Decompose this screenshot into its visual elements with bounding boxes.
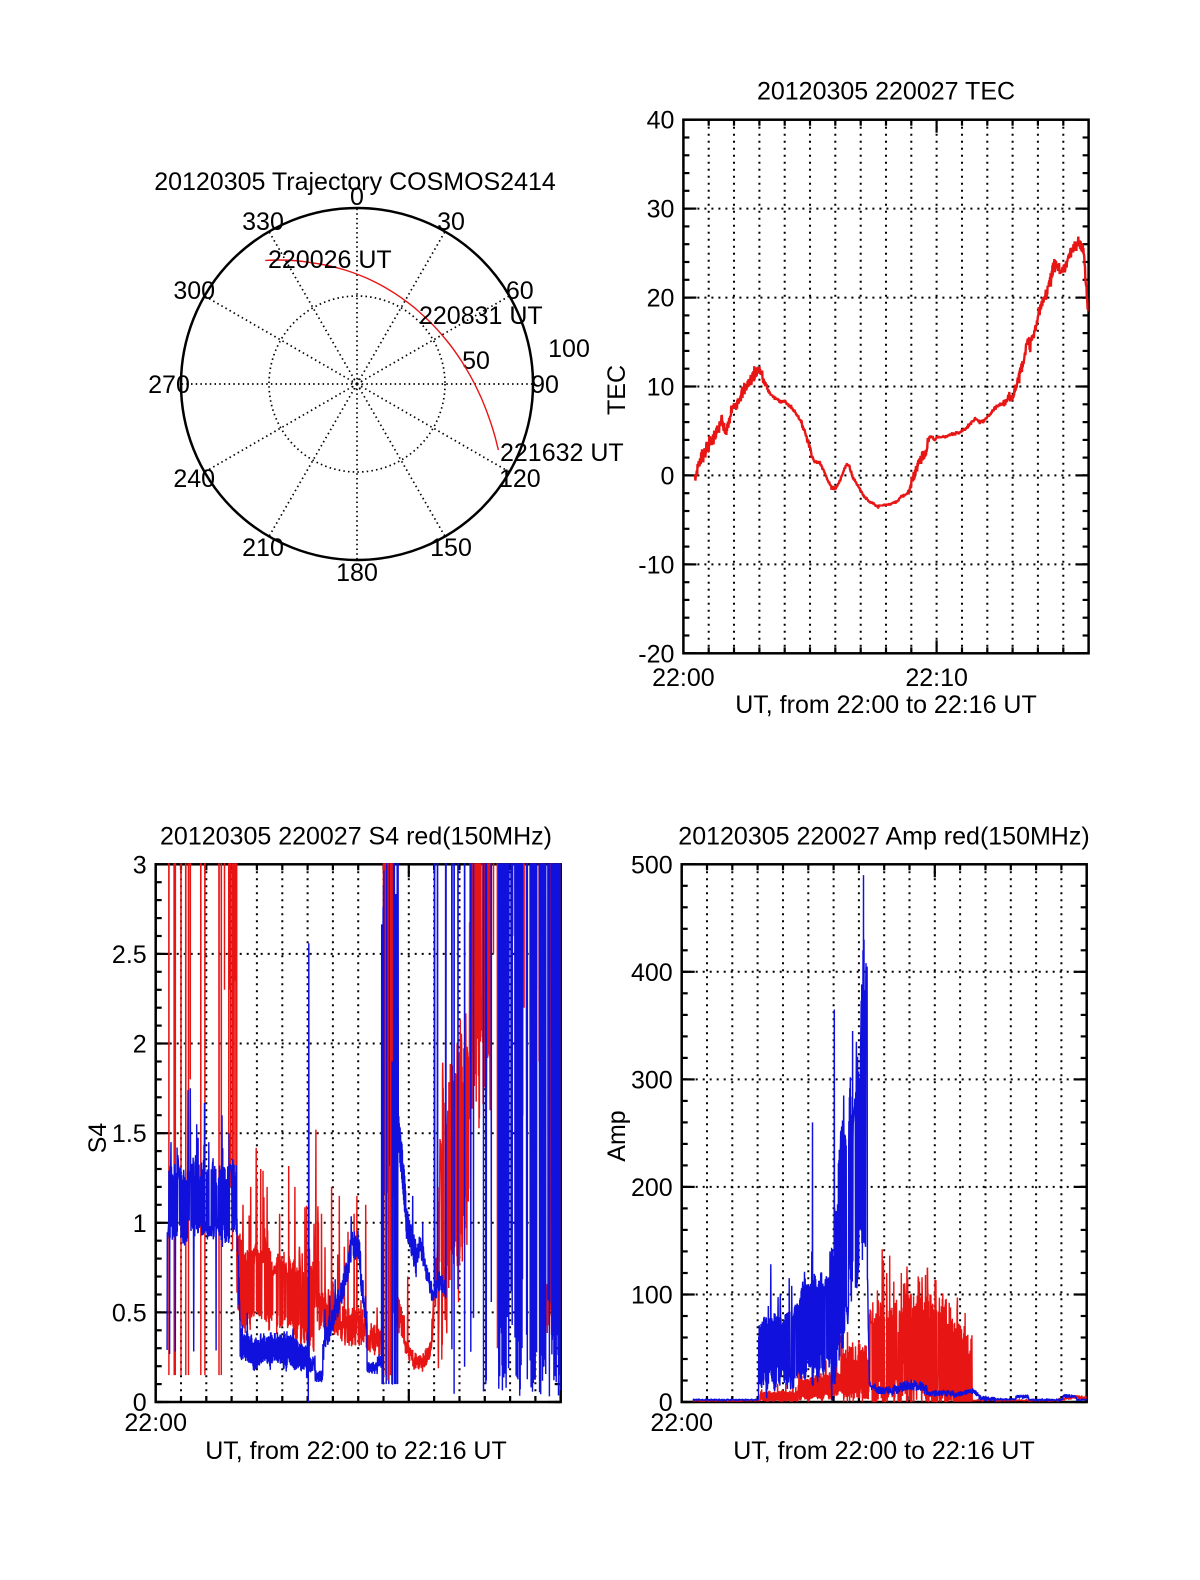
- svg-text:2.5: 2.5: [112, 941, 147, 969]
- svg-text:20: 20: [647, 285, 675, 313]
- svg-text:-10: -10: [638, 551, 674, 579]
- svg-text:22:10: 22:10: [905, 664, 968, 692]
- svg-text:0: 0: [659, 1389, 673, 1417]
- svg-text:300: 300: [173, 277, 215, 305]
- svg-text:60: 60: [506, 277, 534, 305]
- svg-text:40: 40: [647, 107, 675, 135]
- svg-text:220026 UT: 220026 UT: [268, 246, 392, 274]
- svg-text:1: 1: [133, 1210, 147, 1238]
- svg-text:22:00: 22:00: [124, 1409, 187, 1437]
- svg-text:300: 300: [631, 1066, 673, 1094]
- svg-text:3: 3: [133, 851, 147, 879]
- svg-text:30: 30: [647, 196, 675, 224]
- svg-text:20120305 220027 Amp red(150MHz: 20120305 220027 Amp red(150MHz): [678, 822, 1089, 850]
- svg-text:20120305 220027 S4 red(150MHz): 20120305 220027 S4 red(150MHz): [160, 822, 552, 850]
- svg-text:220831 UT: 220831 UT: [419, 302, 543, 330]
- svg-text:0: 0: [133, 1389, 147, 1417]
- svg-text:UT, from 22:00 to 22:16 UT: UT, from 22:00 to 22:16 UT: [733, 1437, 1035, 1465]
- svg-text:0: 0: [660, 462, 674, 490]
- svg-text:20120305 220027 TEC: 20120305 220027 TEC: [757, 78, 1015, 106]
- svg-text:500: 500: [631, 851, 673, 879]
- svg-text:150: 150: [430, 534, 472, 562]
- svg-text:0: 0: [350, 183, 364, 211]
- svg-text:120: 120: [499, 465, 541, 493]
- svg-text:TEC: TEC: [603, 365, 631, 415]
- svg-text:22:00: 22:00: [650, 1409, 713, 1437]
- svg-text:221632 UT: 221632 UT: [500, 439, 624, 467]
- svg-text:0.5: 0.5: [112, 1299, 147, 1327]
- svg-text:20120305 Trajectory COSMOS2414: 20120305 Trajectory COSMOS2414: [154, 168, 556, 196]
- svg-text:50: 50: [462, 347, 490, 375]
- svg-text:10: 10: [647, 374, 675, 402]
- svg-text:400: 400: [631, 959, 673, 987]
- svg-text:210: 210: [242, 534, 284, 562]
- svg-text:90: 90: [531, 371, 559, 399]
- svg-text:270: 270: [148, 371, 190, 399]
- svg-text:100: 100: [631, 1282, 673, 1310]
- svg-text:30: 30: [437, 208, 465, 236]
- svg-text:UT, from 22:00 to 22:16 UT: UT, from 22:00 to 22:16 UT: [735, 691, 1037, 719]
- svg-text:-20: -20: [638, 640, 674, 668]
- svg-text:Amp: Amp: [603, 1110, 631, 1161]
- svg-text:2: 2: [133, 1031, 147, 1059]
- svg-text:100: 100: [548, 335, 590, 363]
- svg-text:240: 240: [173, 465, 215, 493]
- svg-text:UT, from 22:00 to 22:16 UT: UT, from 22:00 to 22:16 UT: [205, 1437, 507, 1465]
- svg-text:S4: S4: [84, 1123, 112, 1154]
- svg-text:1.5: 1.5: [112, 1120, 147, 1148]
- svg-text:22:00: 22:00: [652, 664, 715, 692]
- svg-text:200: 200: [631, 1174, 673, 1202]
- svg-text:330: 330: [242, 208, 284, 236]
- svg-text:180: 180: [336, 559, 378, 587]
